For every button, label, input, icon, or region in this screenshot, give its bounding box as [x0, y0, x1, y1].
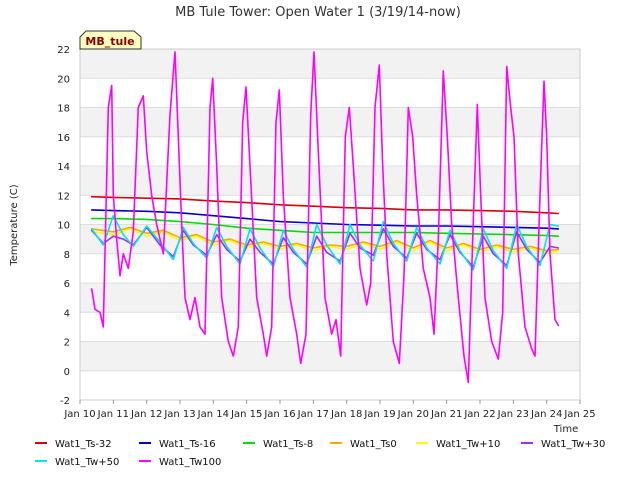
x-tick-label: Jan 19 — [363, 409, 395, 420]
x-tick-label: Jan 21 — [430, 409, 462, 420]
x-tick-label: Jan 16 — [263, 409, 295, 420]
y-tick-label: 0 — [64, 367, 70, 378]
grid-band — [80, 253, 580, 283]
grid-band — [80, 107, 580, 137]
y-tick-label: 16 — [57, 133, 70, 144]
x-tick-label: Jan 12 — [130, 409, 162, 420]
legend: Wat1_Ts-32 Wat1_Ts-16 Wat1_Ts-8 Wat1_Ts0 Wat… — [35, 439, 605, 468]
y-tick-label: 8 — [64, 250, 70, 261]
y-tick-label: 6 — [64, 279, 70, 290]
grid-band — [80, 166, 580, 196]
x-tick-label: Jan 15 — [230, 409, 262, 420]
series-line-wat1-tw100 — [90, 51, 560, 384]
series-line-wat1-ts-32 — [90, 195, 560, 215]
legend-label: Wat1_Tw100 — [159, 457, 221, 468]
series-line-wat1-tw-30 — [90, 226, 560, 268]
station-badge-text: MB_tule — [85, 35, 134, 48]
y-tick-label: 18 — [57, 104, 70, 115]
series-line-wat1-ts-8 — [90, 217, 560, 237]
x-tick-label: Jan 14 — [197, 409, 229, 420]
y-tick-label: 4 — [64, 308, 70, 319]
station-badge: MB_tule — [79, 30, 142, 50]
grid-band — [80, 136, 580, 166]
grid-band — [80, 195, 580, 225]
legend-label: Wat1_Tw+50 — [55, 457, 119, 468]
legend-label: Wat1_Ts-16 — [159, 439, 216, 450]
y-tick-label: 22 — [57, 45, 70, 56]
x-tick-label: Jan 22 — [463, 409, 495, 420]
grid-band — [80, 78, 580, 108]
legend-label: Wat1_Ts-8 — [263, 439, 313, 450]
chart-title: MB Tule Tower: Open Water 1 (3/19/14-now… — [175, 5, 461, 20]
legend-label: Wat1_Ts0 — [350, 439, 397, 450]
x-tick-label: Jan 18 — [330, 409, 362, 420]
grid-band — [80, 370, 580, 400]
series-line-wat1-ts-16 — [90, 209, 560, 230]
y-axis-ticks: -2 0 2 4 6 8 10 12 14 16 18 20 22 — [57, 45, 70, 407]
x-tick-label: Jan 25 — [563, 409, 595, 420]
y-tick-label: -2 — [60, 396, 70, 407]
series-line-wat1-tw-10 — [90, 228, 560, 255]
x-axis-label: Time — [553, 424, 578, 435]
y-tick-label: 10 — [57, 221, 70, 232]
series-line-wat1-ts0 — [90, 226, 560, 252]
plot-area — [79, 48, 581, 401]
x-tick-label: Jan 17 — [297, 409, 329, 420]
legend-label: Wat1_Ts-32 — [55, 439, 112, 450]
legend-label: Wat1_Tw+30 — [541, 439, 605, 450]
legend-label: Wat1_Tw+10 — [436, 439, 500, 450]
grid-band — [80, 283, 580, 313]
x-tick-label: Jan 11 — [97, 409, 129, 420]
y-tick-label: 14 — [57, 162, 70, 173]
x-tick-label: Jan 13 — [163, 409, 195, 420]
grid-bands — [80, 49, 580, 400]
series-line-wat1-tw-50 — [90, 214, 560, 271]
y-tick-label: 20 — [57, 74, 70, 85]
y-tick-label: 2 — [64, 338, 70, 349]
x-tick-label: Jan 20 — [397, 409, 429, 420]
grid-band — [80, 49, 580, 79]
x-axis-ticks: Jan 10 Jan 11 Jan 12 Jan 13 Jan 14 Jan 15 Jan … — [63, 400, 596, 420]
x-tick-label: Jan 10 — [63, 409, 95, 420]
y-tick-label: 12 — [57, 191, 70, 202]
y-axis-label: Temperature (C) — [9, 184, 20, 266]
x-tick-label: Jan 23 — [497, 409, 529, 420]
x-tick-label: Jan 24 — [530, 409, 562, 420]
series-lines — [90, 51, 560, 384]
grid-band — [80, 341, 580, 371]
